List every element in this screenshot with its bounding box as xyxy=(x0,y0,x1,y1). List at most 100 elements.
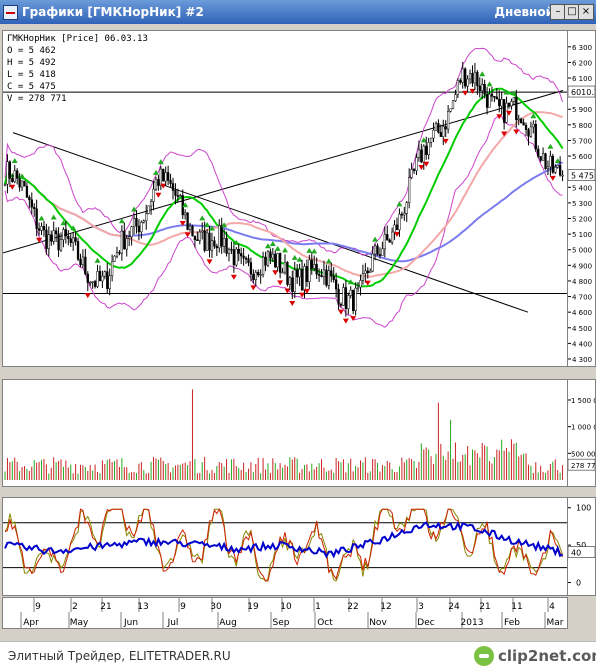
candle-body xyxy=(556,165,559,168)
candle-body xyxy=(352,289,355,311)
candle-body xyxy=(23,180,26,187)
volume-tick-label: 1 500 000 xyxy=(571,397,595,405)
candle-body xyxy=(293,269,296,292)
info-line: L = 5 418 xyxy=(7,70,56,80)
candle-body xyxy=(420,149,423,163)
candle-body xyxy=(369,270,372,274)
candle-body xyxy=(16,170,19,179)
candle-body xyxy=(454,94,457,102)
up-arrow-icon xyxy=(50,214,57,220)
volume-tick-label: 500 000 xyxy=(571,450,595,458)
price-axis[interactable]: 6 300 6 200 6 100 5 900 5 800 5 700 5 600 5 400… xyxy=(567,30,596,367)
candle-body xyxy=(347,295,350,309)
volume-panel[interactable] xyxy=(2,379,568,487)
candle-body xyxy=(344,287,348,309)
candle-body xyxy=(505,102,508,123)
day-label: 12 xyxy=(380,602,391,612)
candle-body xyxy=(249,262,253,275)
volume-marker-box xyxy=(568,458,595,471)
candle-body xyxy=(67,235,70,239)
candle-body xyxy=(388,239,391,243)
candle-body xyxy=(274,253,277,268)
volume-axis[interactable]: 1 500 000 1 000 000 500 000 278 77 xyxy=(567,379,596,487)
candle-body xyxy=(84,256,87,275)
info-line: C = 5 475 xyxy=(7,82,56,92)
candle-body xyxy=(400,213,404,216)
close-button[interactable]: × xyxy=(578,4,594,20)
candle-body xyxy=(101,275,104,282)
candle-body xyxy=(483,84,486,95)
period-label[interactable]: Дневной xyxy=(494,5,554,19)
candle-body xyxy=(498,98,501,107)
up-arrow-icon xyxy=(547,143,554,149)
candle-body xyxy=(213,240,216,247)
candle-body xyxy=(37,228,41,231)
candle-body xyxy=(520,118,523,123)
candle-body xyxy=(135,217,138,227)
up-arrow-icon xyxy=(282,247,288,253)
candle-body xyxy=(69,238,72,243)
candle-body xyxy=(315,264,318,275)
osc-tick-label: 100 xyxy=(576,504,591,513)
bollinger-upper xyxy=(4,47,564,256)
month-label: May xyxy=(70,618,89,628)
candle-body xyxy=(517,118,520,121)
candle-body xyxy=(57,233,60,251)
up-arrow-icon xyxy=(486,81,493,87)
candle-body xyxy=(313,264,316,269)
down-arrow-icon xyxy=(289,301,296,307)
candle-body xyxy=(235,248,238,266)
price-tick-label: 5 600 xyxy=(572,153,592,161)
up-arrow-icon xyxy=(347,279,354,285)
candle-body xyxy=(532,123,535,128)
osc-marker-box xyxy=(568,546,595,558)
price-tick-label: 4 300 xyxy=(572,356,592,364)
up-arrow-icon xyxy=(291,254,298,260)
candle-body xyxy=(54,230,58,235)
day-label: 24 xyxy=(448,602,460,612)
price-panel[interactable]: ГМКНорНик [Price] 06.03.13 O = 5 462 H =… xyxy=(2,30,568,367)
up-arrow-icon xyxy=(204,221,211,227)
candle-body xyxy=(76,241,80,260)
down-arrow-icon xyxy=(299,292,306,298)
candle-body xyxy=(427,142,430,155)
candle-body xyxy=(468,73,472,80)
candle-body xyxy=(320,275,323,278)
candle-body xyxy=(188,225,192,230)
candle-body xyxy=(305,266,309,282)
candle-body xyxy=(113,255,116,262)
price-axis-svg: 6 300 6 200 6 100 5 900 5 800 5 700 5 600 5 400… xyxy=(568,44,595,364)
price-tick-label: 5 100 xyxy=(572,231,592,239)
candle-body xyxy=(3,183,7,186)
candle-body xyxy=(466,78,469,87)
oscillator-axis[interactable]: 100 50 0 40 xyxy=(567,497,596,596)
price-tick-label: 6 100 xyxy=(572,75,592,83)
candle-body xyxy=(201,230,204,233)
oscillator-panel[interactable] xyxy=(2,497,568,596)
candle-body xyxy=(512,97,516,102)
candle-body xyxy=(271,253,274,259)
candle-body xyxy=(286,262,289,285)
down-arrow-icon xyxy=(350,316,357,322)
price-tick-label: 5 000 xyxy=(572,247,592,255)
candle-body xyxy=(72,237,75,243)
down-arrow-icon xyxy=(423,161,430,167)
candle-body xyxy=(157,179,160,186)
month-label: Aug xyxy=(219,618,237,628)
candle-body xyxy=(317,273,321,276)
candle-body xyxy=(281,271,284,274)
time-axis[interactable]: 9 2 21 13 9 30 19 10 1 22 12 3 24 21 11 4 Apr May Jun Jul Au… xyxy=(2,597,568,629)
candle-body xyxy=(300,268,304,291)
candle-body xyxy=(325,269,328,286)
day-label: 2 xyxy=(72,602,78,612)
candle-body xyxy=(28,196,31,201)
candle-body xyxy=(254,272,257,281)
up-arrow-icon xyxy=(233,240,240,246)
up-arrow-icon xyxy=(420,137,427,143)
candle-body xyxy=(147,205,150,214)
candle-body xyxy=(434,123,438,131)
candle-body xyxy=(13,170,16,182)
candle-body xyxy=(366,270,369,274)
down-arrow-icon xyxy=(160,183,167,189)
candle-body xyxy=(40,226,43,231)
